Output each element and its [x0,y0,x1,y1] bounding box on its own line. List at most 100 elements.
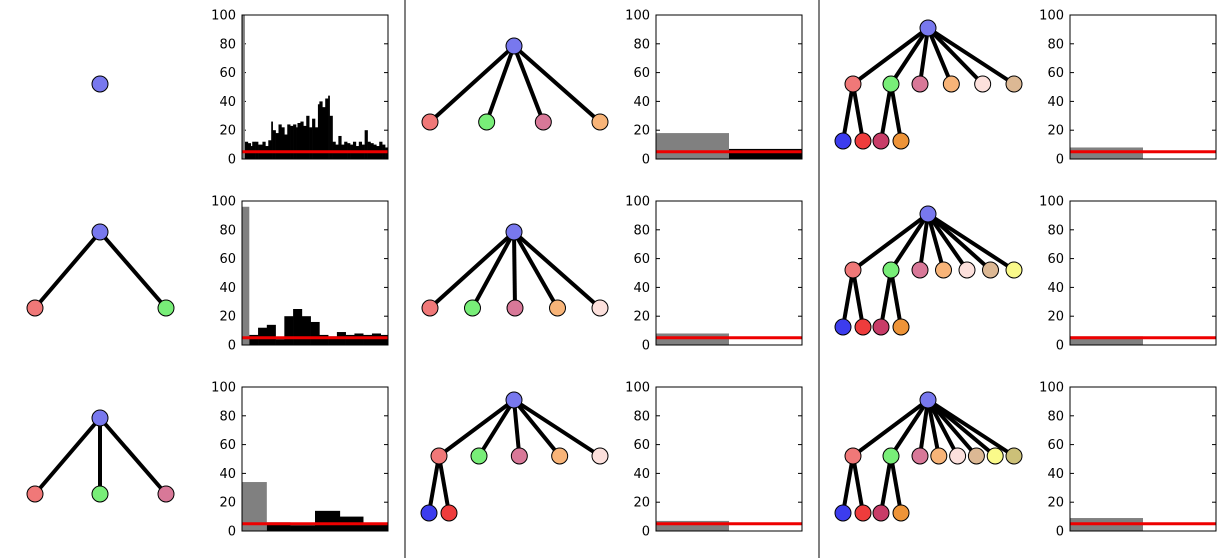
y-tick-label: 20 [219,496,236,511]
y-tick-label: 60 [1047,66,1064,81]
tree-child-node [974,75,992,93]
tree-child-node [421,113,439,131]
tree-child-node [882,75,900,93]
plot-frame [655,200,803,346]
bar-black [281,127,285,159]
tree-leaf-node [834,318,852,336]
plot-frame [241,386,389,532]
tree-edge [926,212,992,272]
histogram-9: 0 20 40 60 80 100 [1039,381,1217,540]
tree-child-node [551,447,569,465]
tree-3 [26,409,175,503]
bar-black [278,124,282,159]
bar-black [729,148,803,159]
tree-leaf-node [872,504,890,522]
tree-edge [512,230,602,310]
bar-black [290,525,316,531]
tree-child-node [967,447,985,465]
tree-edge [437,455,451,514]
tree-edge [841,455,855,514]
tree-leaf-node [892,132,910,150]
tree-child-node [421,299,439,317]
y-tick-label: 40 [1047,281,1064,296]
plot-frame [655,386,803,532]
tree-edge [33,230,102,310]
y-tick-label: 0 [228,525,236,540]
tree-child-node [1005,447,1023,465]
tree-leaf-node [834,504,852,522]
tree-edge [851,269,865,328]
bar-black [297,123,301,159]
bar-black [380,334,389,345]
tree-child-node [591,113,609,131]
tree-2 [26,223,175,317]
tree-edge [926,398,1016,458]
bar-black [319,101,323,159]
tree-edge [427,455,441,514]
tree-edge [879,83,893,142]
tree-1 [91,75,109,93]
y-tick-label: 40 [219,95,236,110]
tree-child-node [549,299,566,317]
tree-leaf-node [420,504,438,522]
tree-child-node [942,75,960,93]
tree-child-node [911,75,929,93]
tree-edge [428,230,516,310]
plot-frame [1069,14,1217,160]
plot-frame [241,200,389,346]
histogram-5: 0 20 40 60 80 100 [625,195,803,354]
bar-black [293,309,303,345]
y-tick-label: 100 [1039,195,1064,210]
y-tick-label: 100 [211,381,236,396]
bar-gray [242,15,245,159]
y-tick-label: 80 [219,409,236,424]
y-tick-label: 40 [1047,467,1064,482]
y-tick-label: 80 [633,409,650,424]
tree-root-node [505,223,523,241]
tree-root-node [919,391,937,409]
tree-edge [918,213,930,271]
tree-edge [926,212,1016,272]
tree-edge [879,455,893,514]
tree-root-node [91,409,109,427]
y-tick-label: 40 [633,95,650,110]
bar-black [284,316,294,345]
tree-edge [428,44,516,124]
bar-black [300,121,304,159]
y-tick-label: 0 [642,525,650,540]
y-tick-label: 0 [228,339,236,354]
bar-black [266,522,291,531]
y-tick-label: 0 [642,339,650,354]
tree-child-node [430,447,448,465]
y-tick-label: 20 [219,310,236,325]
bar-black [290,125,294,159]
tree-edge [926,27,954,85]
bar-black [363,523,389,531]
y-tick-label: 100 [625,195,650,210]
tree-root-node [505,37,523,55]
tree-edge [512,399,522,457]
bar-black [266,324,276,345]
tree-edge [889,455,903,514]
tree-leaf-node [872,132,890,150]
tree-child-node [478,113,496,131]
plot-frame [655,14,803,160]
tree-edge [851,398,930,458]
tree-edge [437,398,516,458]
bar-black [271,121,273,159]
tree-edge [841,269,855,328]
tree-child-node [464,299,481,317]
tree-child-node [157,299,175,317]
y-tick-label: 100 [1039,9,1064,24]
y-tick-label: 60 [1047,438,1064,453]
tree-child-node [930,447,948,465]
y-tick-label: 0 [1056,525,1064,540]
bar-black [296,127,298,159]
tree-child-node [470,447,488,465]
tree-child-node [26,299,44,317]
bar-gray [1070,336,1143,345]
tree-edge [512,398,602,458]
tree-root-node [91,223,109,241]
tree-root-node [91,75,109,93]
